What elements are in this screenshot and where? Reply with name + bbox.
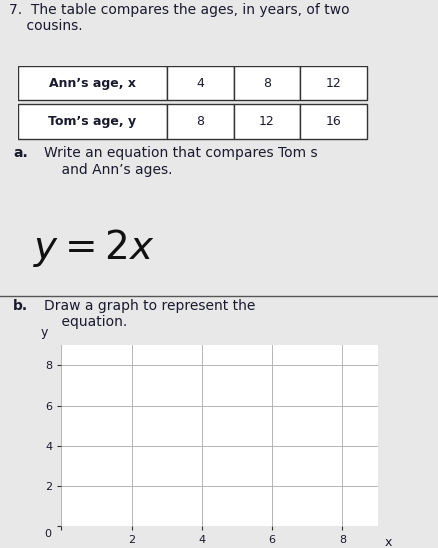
Text: 0: 0 <box>44 529 51 539</box>
Text: y: y <box>40 326 47 339</box>
Text: 16: 16 <box>325 115 341 128</box>
Text: 4: 4 <box>196 77 204 89</box>
Bar <box>166 66 233 100</box>
Text: Tom’s age, y: Tom’s age, y <box>48 115 136 128</box>
Text: $y = 2x$: $y = 2x$ <box>33 227 154 269</box>
Text: a.: a. <box>13 146 28 161</box>
Bar <box>18 104 166 139</box>
Text: 12: 12 <box>258 115 274 128</box>
Bar <box>18 66 166 100</box>
Bar <box>233 66 300 100</box>
Text: 12: 12 <box>325 77 341 89</box>
Bar <box>300 66 366 100</box>
Bar <box>300 104 366 139</box>
Bar <box>166 104 233 139</box>
Text: x: x <box>384 536 391 548</box>
Text: Ann’s age, x: Ann’s age, x <box>49 77 135 89</box>
Text: Write an equation that compares Tom s
    and Ann’s ages.: Write an equation that compares Tom s an… <box>44 146 317 176</box>
Text: 8: 8 <box>196 115 204 128</box>
Bar <box>233 104 300 139</box>
Text: Draw a graph to represent the
    equation.: Draw a graph to represent the equation. <box>44 299 254 329</box>
Text: 7.  The table compares the ages, in years, of two
    cousins.: 7. The table compares the ages, in years… <box>9 3 349 33</box>
Text: b.: b. <box>13 299 28 313</box>
Text: 8: 8 <box>262 77 270 89</box>
